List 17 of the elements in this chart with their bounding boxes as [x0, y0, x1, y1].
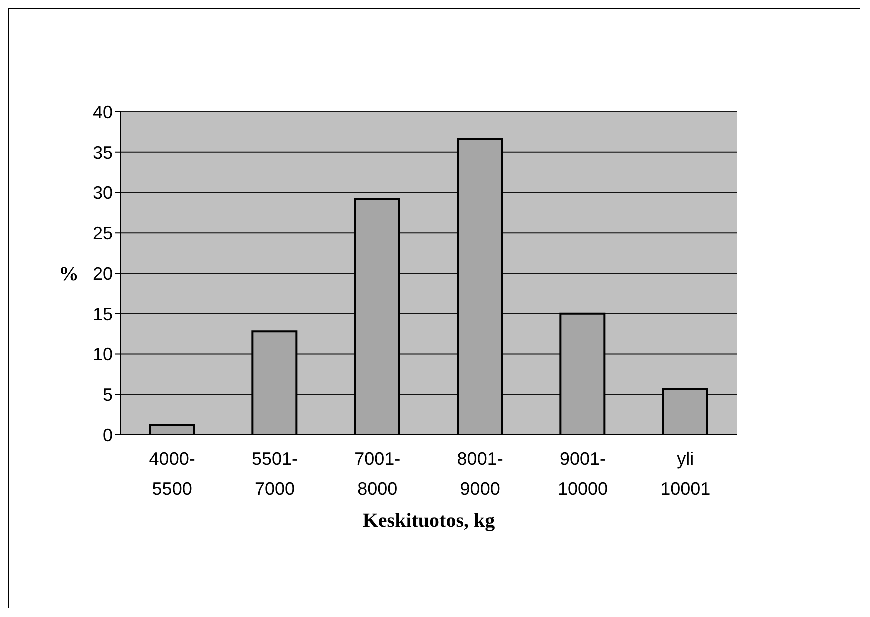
x-tick-label: 5501- 7000: [252, 449, 298, 499]
x-tick-label: 4000- 5500: [149, 449, 196, 499]
y-tick-label: 35: [92, 142, 113, 163]
y-tick-label: 10: [92, 344, 113, 365]
y-tick-label: 15: [92, 304, 113, 324]
y-axis-title: %: [59, 264, 79, 286]
y-tick-label: 40: [92, 102, 113, 122]
y-tick-label: 5: [102, 385, 113, 406]
x-axis-title: Keskituotos, kg: [362, 510, 496, 532]
y-tick-label: 30: [92, 183, 113, 204]
y-tick-label: 25: [92, 224, 113, 244]
y-tick-label: 0: [102, 425, 113, 446]
x-tick-label: 9001- 10000: [558, 449, 608, 499]
x-tick-label: 7001- 8000: [354, 449, 401, 499]
y-tick-label: 20: [92, 264, 113, 284]
x-tick-label: 8001- 9000: [457, 449, 504, 499]
x-tick-label: yli 10001: [660, 449, 711, 499]
